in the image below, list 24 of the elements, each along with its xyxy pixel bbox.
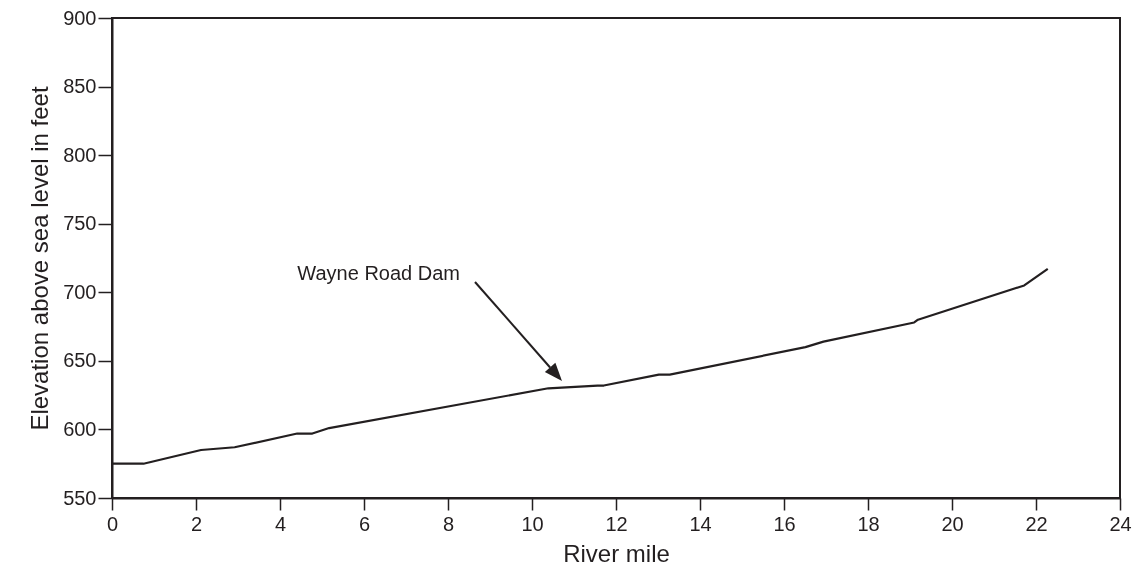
y-tick-label: 700 — [63, 280, 97, 303]
y-axis-title: Elevation above sea level in feet — [26, 86, 54, 431]
x-tick-label: 2 — [190, 512, 203, 535]
y-tick-label: 800 — [63, 143, 97, 166]
x-tick-label: 22 — [1025, 512, 1048, 535]
x-tick-label: 12 — [605, 512, 628, 535]
y-tick-label: 650 — [63, 349, 97, 372]
x-tick-label: 24 — [1109, 512, 1132, 535]
x-tick-label: 6 — [358, 512, 371, 535]
y-tick-label: 750 — [63, 212, 97, 235]
x-tick-label: 14 — [689, 512, 712, 535]
x-tick-label: 16 — [773, 512, 796, 535]
x-tick-label: 4 — [274, 512, 287, 535]
x-axis-title: River mile — [563, 539, 670, 567]
y-tick-label: 850 — [63, 75, 97, 98]
x-tick-label: 18 — [857, 512, 880, 535]
x-tick-label: 10 — [521, 512, 544, 535]
y-tick-label: 900 — [63, 6, 97, 29]
y-tick-label: 550 — [63, 486, 97, 509]
x-tick-label: 0 — [106, 512, 119, 535]
x-tick-label: 20 — [941, 512, 964, 535]
x-tick-label: 8 — [442, 512, 455, 535]
annotation: Wayne Road Dam — [297, 262, 460, 284]
y-tick-label: 600 — [63, 417, 97, 440]
